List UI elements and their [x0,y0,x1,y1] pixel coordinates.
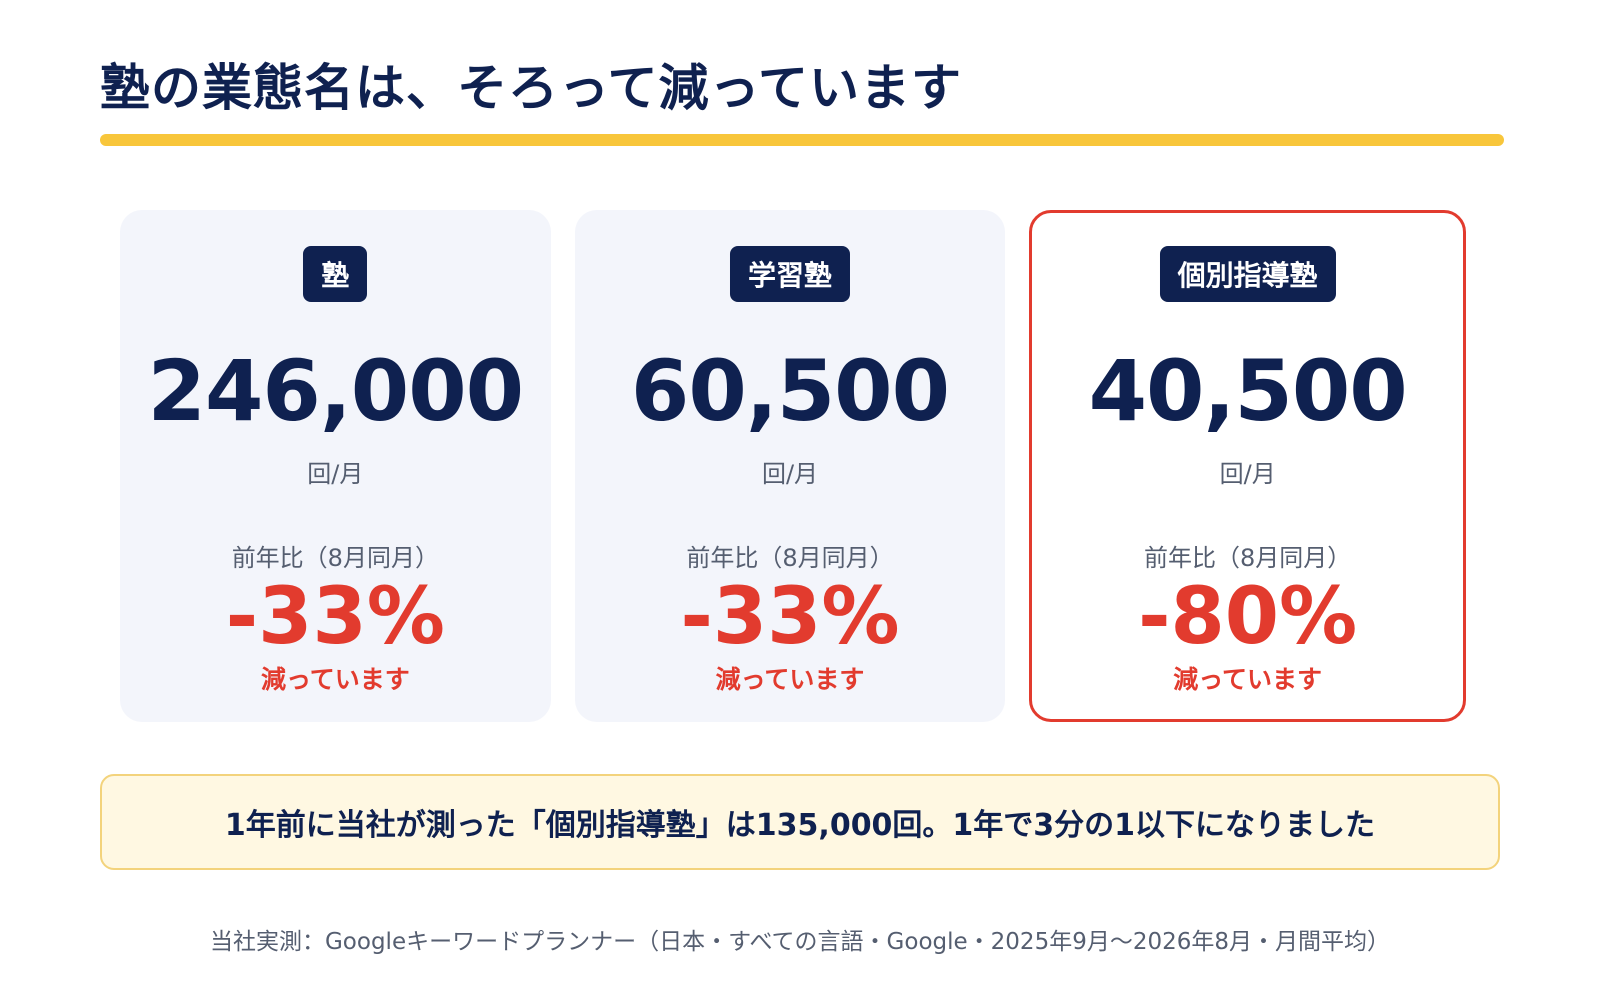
stat-card-kobetsu-shido-juku: 個別指導塾 40,500 回/月 前年比（8月同月） -80% 減っています [1029,210,1467,722]
summary-callout: 1年前に当社が測った「個別指導塾」は135,000回。1年で3分の1以下になりま… [100,774,1500,870]
yoy-change: -80% [1138,572,1358,662]
keyword-tag: 個別指導塾 [1159,246,1336,302]
title-underline [100,134,1504,146]
volume-unit: 回/月 [1219,460,1276,488]
yoy-label: 前年比（8月同月） [686,544,894,572]
yoy-change-note: 減っています [1173,665,1323,694]
search-volume: 246,000 [147,342,525,440]
search-volume: 40,500 [1088,342,1408,440]
yoy-change: -33% [680,572,900,662]
stat-card-gakushu-juku: 学習塾 60,500 回/月 前年比（8月同月） -33% 減っています [574,210,1006,722]
keyword-tag: 塾 [303,246,368,302]
yoy-label: 前年比（8月同月） [231,544,439,572]
source-footnote: 当社実測：Googleキーワードプランナー（日本・すべての言語・Google・2… [209,929,1391,955]
stat-card-juku: 塾 246,000 回/月 前年比（8月同月） -33% 減っています [120,210,551,722]
yoy-label: 前年比（8月同月） [1144,544,1352,572]
yoy-change: -33% [225,572,445,662]
keyword-tag: 学習塾 [729,246,851,302]
yoy-change-note: 減っています [260,665,410,694]
stat-cards: 塾 246,000 回/月 前年比（8月同月） -33% 減っています 学習塾 … [120,210,1467,722]
page-title: 塾の業態名は、そろって減っています [100,59,962,117]
volume-unit: 回/月 [307,460,364,488]
volume-unit: 回/月 [761,460,819,488]
search-volume: 60,500 [630,342,950,440]
yoy-change-note: 減っています [715,665,865,694]
